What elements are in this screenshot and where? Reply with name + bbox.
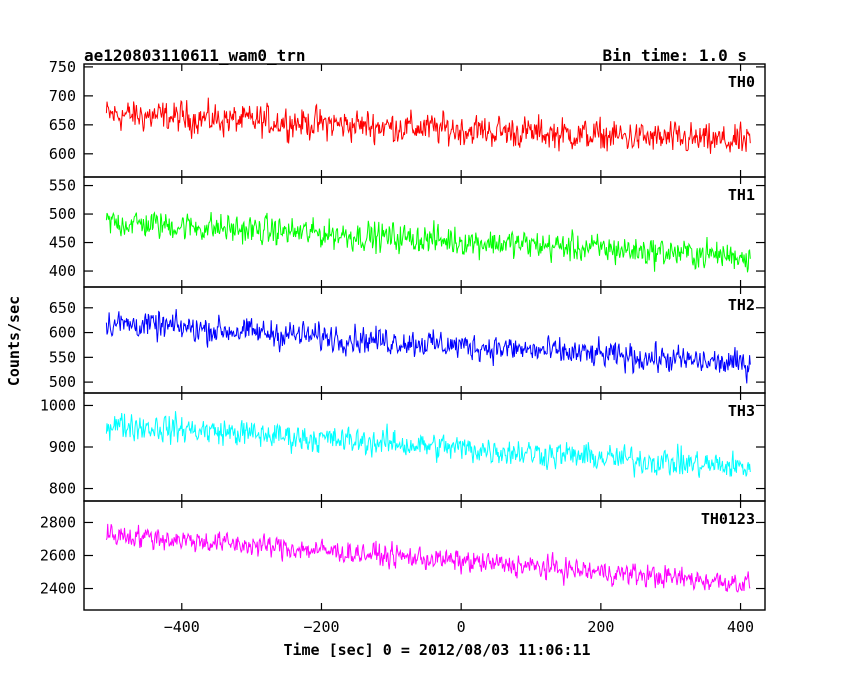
y-tick-label: 750 xyxy=(49,58,76,76)
y-tick-label: 2600 xyxy=(40,547,76,565)
x-tick-label: 400 xyxy=(727,618,754,636)
series-line-th0123 xyxy=(105,523,751,593)
panel-th2: 500 550 600 650 TH2 xyxy=(49,286,766,394)
series-line-th3 xyxy=(105,411,751,478)
y-tick-label: 500 xyxy=(49,373,76,391)
y-tick-label: 2400 xyxy=(40,580,76,598)
y-tick-label: 2800 xyxy=(40,513,76,531)
x-axis-label: Time [sec] 0 = 2012/08/03 11:06:11 xyxy=(283,641,590,659)
panels-group: 600650700750TH0400450500550TH15005506006… xyxy=(40,58,766,636)
y-tick-label: 600 xyxy=(49,324,76,342)
y-tick-label: 600 xyxy=(49,145,76,163)
series-line-th0 xyxy=(105,97,751,154)
y-tick-label: 700 xyxy=(49,87,76,105)
panel-th3: 800 900 1000 TH3 xyxy=(40,392,766,502)
panel-th0123: 2400 2600 2800 TH0123 xyxy=(40,500,766,611)
y-tick-label: 1000 xyxy=(40,396,76,414)
series-line-th1 xyxy=(105,211,751,273)
x-tick-label: −400 xyxy=(164,618,200,636)
y-tick-label: 900 xyxy=(49,438,76,456)
y-tick-label: 550 xyxy=(49,177,76,195)
panel-name-label: TH0123 xyxy=(701,510,755,528)
panel-name-label: TH1 xyxy=(728,186,755,204)
x-tick-label: −200 xyxy=(303,618,339,636)
y-tick-label: 500 xyxy=(49,205,76,223)
y-tick-label: 800 xyxy=(49,480,76,498)
y-tick-label: 650 xyxy=(49,116,76,134)
panel-th0: 600 650 700 750 TH0 xyxy=(49,58,766,178)
y-axis-label: Counts/sec xyxy=(5,296,23,386)
y-tick-label: 400 xyxy=(49,262,76,280)
panel-frame xyxy=(83,500,766,611)
y-tick-label: 450 xyxy=(49,234,76,252)
y-tick-label: 650 xyxy=(49,299,76,317)
x-tick-label: 0 xyxy=(457,618,466,636)
chart-title: ae120803110611_wam0_trn xyxy=(84,46,306,65)
chart-subtitle: Bin time: 1.0 s xyxy=(603,46,748,65)
y-tick-label: 550 xyxy=(49,348,76,366)
panel-name-label: TH2 xyxy=(728,296,755,314)
panel-th1: 400 450 500 550 TH1 xyxy=(49,176,766,288)
x-tick-label: 200 xyxy=(587,618,614,636)
panel-name-label: TH3 xyxy=(728,402,755,420)
series-line-th2 xyxy=(105,309,751,384)
panel-name-label: TH0 xyxy=(728,73,755,91)
